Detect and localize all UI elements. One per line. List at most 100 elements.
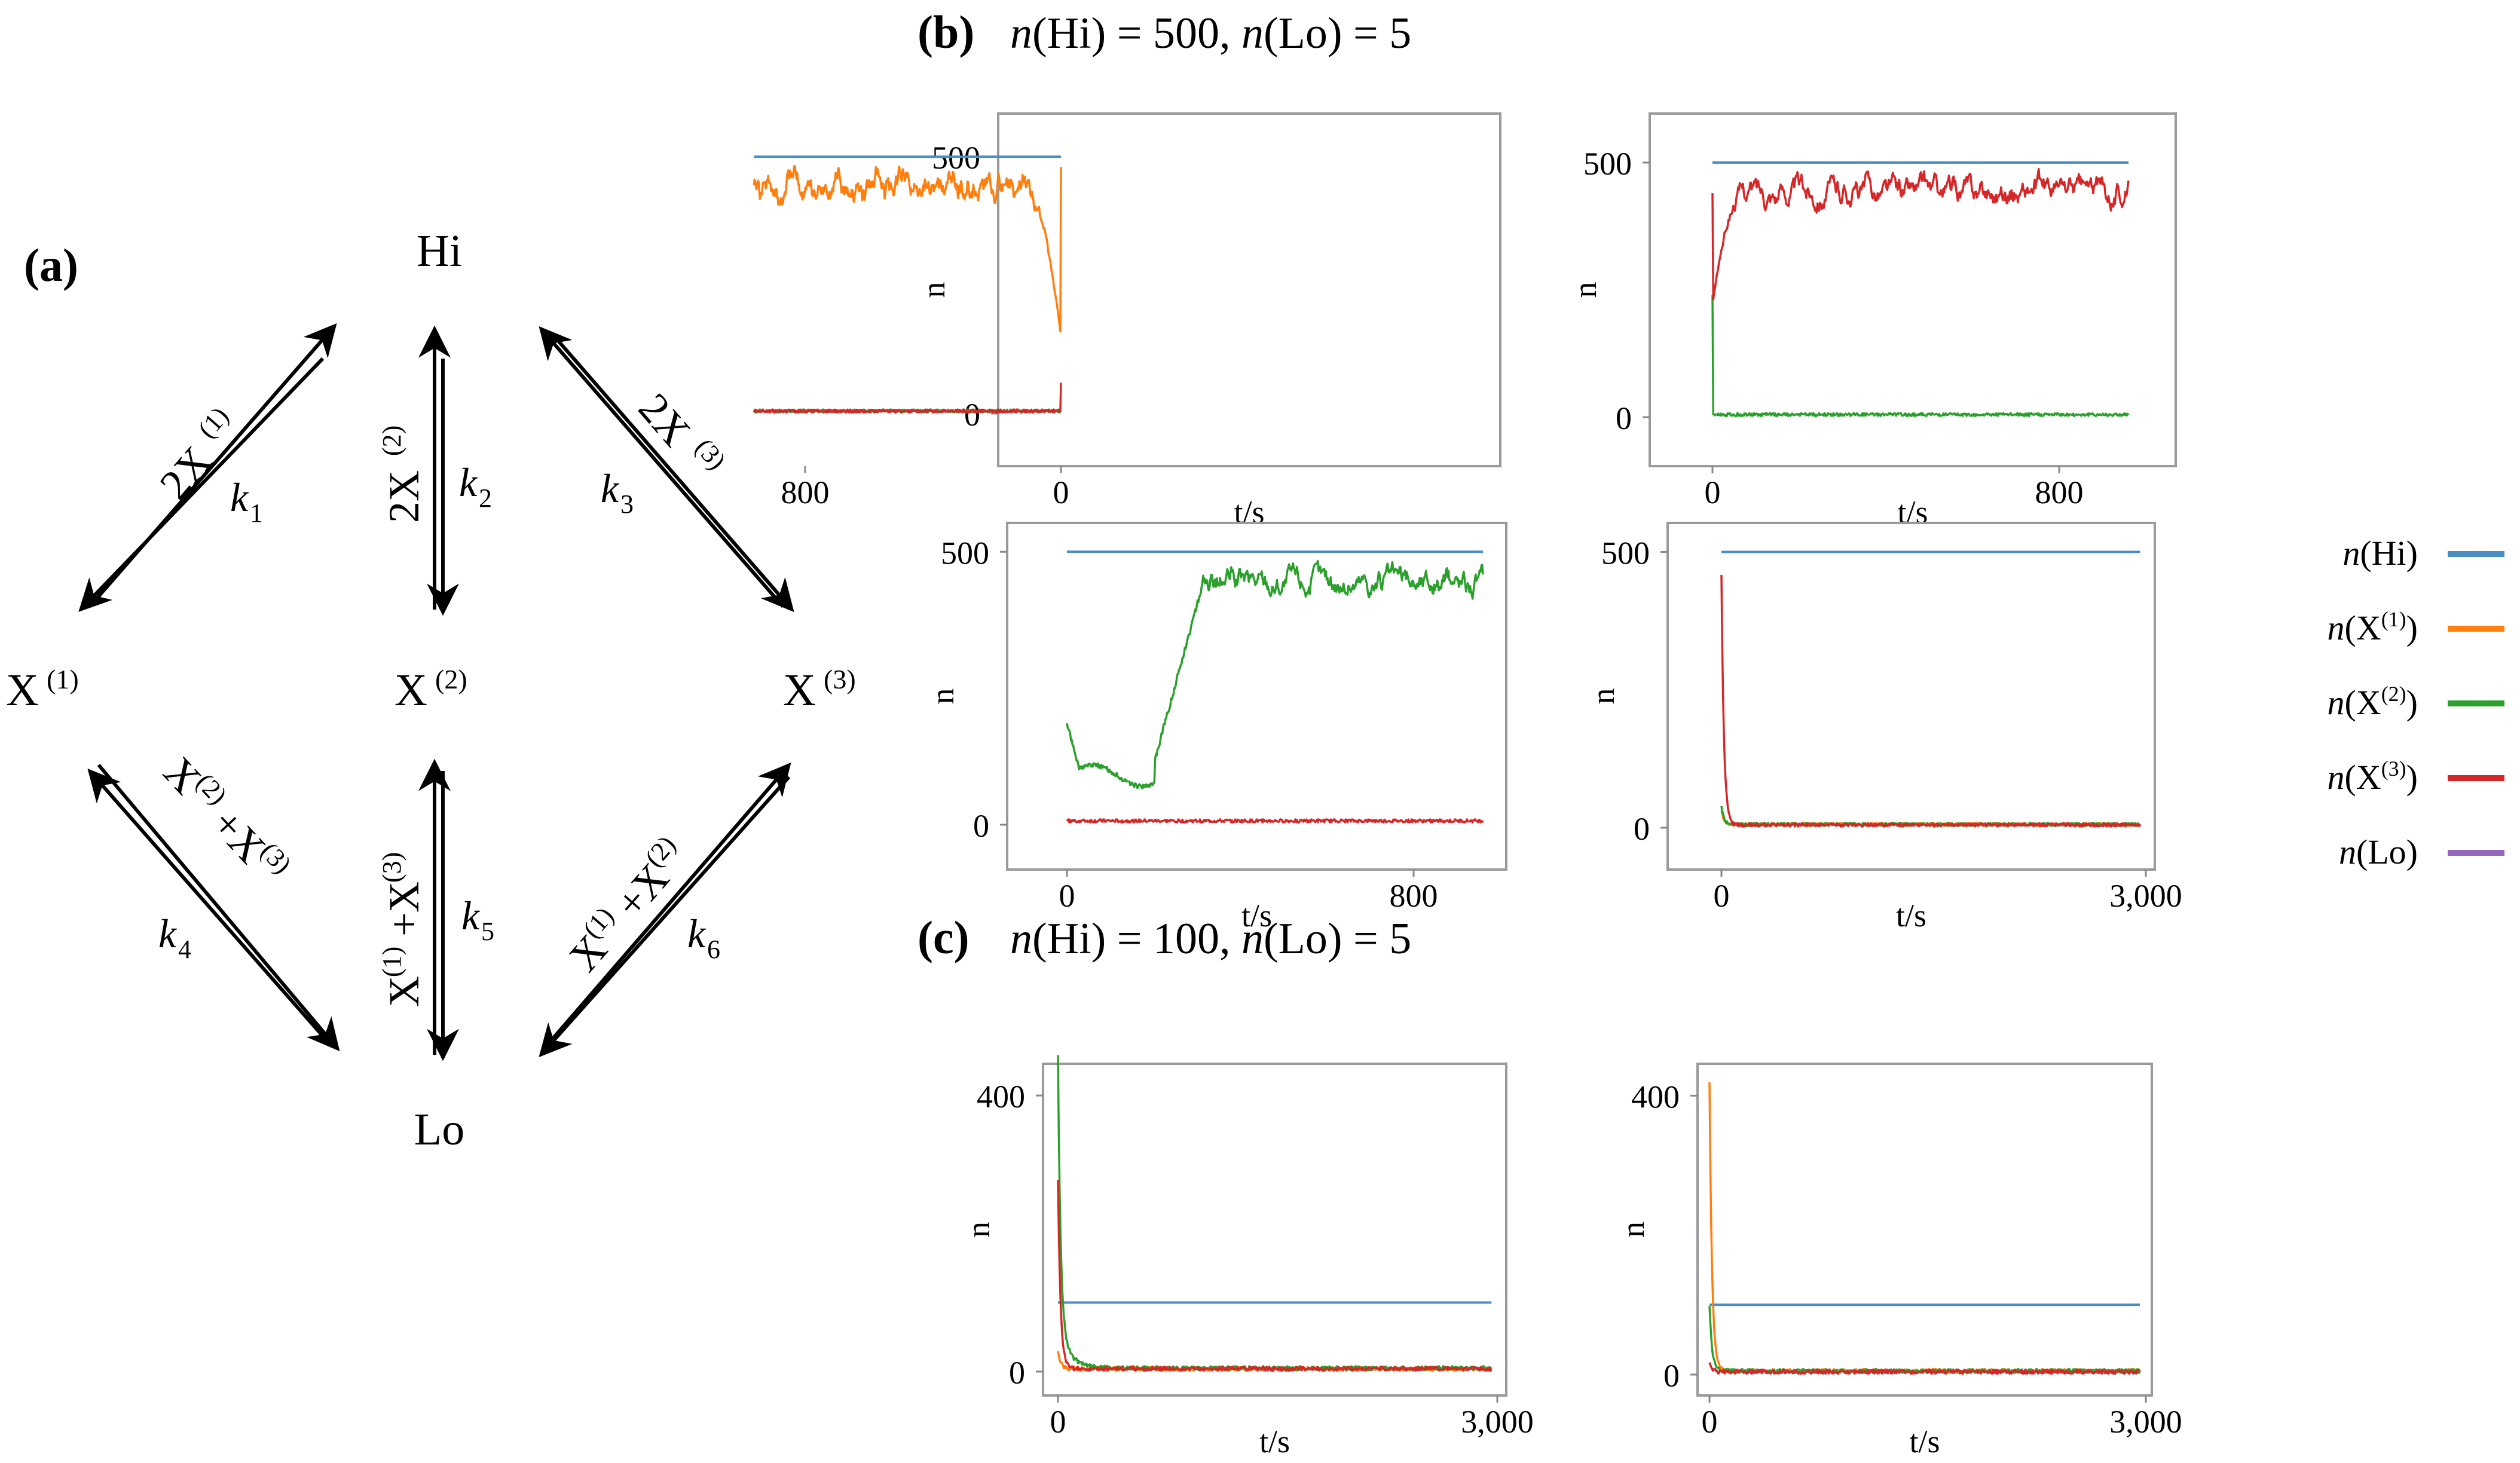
svg-text:k: k [687,911,707,956]
arrow-x3-hi [539,326,794,613]
panel-b-title: (b) n(Hi) = 500, n(Lo) = 5 [918,6,1411,58]
legend-label: n(X(2)) [2327,682,2418,722]
series-line [1708,1306,2141,1375]
node-lo: Lo [414,1104,464,1155]
plot-frame [1006,522,1507,871]
reaction-4-rate: k 4 [158,911,191,964]
svg-text:+: + [380,912,428,936]
series-line [1711,295,2130,418]
svg-text:5: 5 [481,917,494,946]
y-tick-label: 500 [1583,146,1632,182]
svg-text:n(Hi) = 100, n(Lo) = 5: n(Hi) = 100, n(Lo) = 5 [1010,914,1411,963]
reaction-3-rate: k 3 [601,466,634,519]
y-tick-label: 0 [1009,1355,1025,1391]
y-tick-label: 0 [973,808,989,844]
svg-text:(3): (3) [824,664,856,694]
svg-text:X: X [380,882,428,913]
y-axis-label: n [916,282,952,298]
svg-text:X: X [380,976,428,1007]
x-axis-label: t/s [1241,898,1272,933]
svg-text:4: 4 [178,935,191,964]
x-tick-label: 0 [1705,475,1721,510]
series-line [753,382,1062,414]
x-tick-label: 800 [2035,475,2084,510]
svg-text:(2): (2) [435,664,467,694]
series-line [1711,167,2130,301]
svg-text:1: 1 [250,498,263,528]
arrow-x1-hi [78,323,337,612]
legend: n(Hi) n(X(1)) n(X(2)) n(X(3)) n(Lo) [2327,534,2504,871]
svg-text:(1): (1) [377,947,406,977]
y-axis-label: n [925,688,961,705]
x-axis-label: t/s [1896,898,1926,933]
arrow-x2-hi [418,325,459,616]
svg-text:k: k [230,475,249,520]
svg-text:6: 6 [707,935,720,964]
node-hi: Hi [417,226,462,276]
y-axis-label: n [1585,688,1621,705]
x-tick-label: 800 [781,475,830,510]
y-tick-label: 0 [964,397,980,433]
panel-a: (a) Hi Lo X (1) X (2) X (3) [6,226,856,1155]
y-tick-label: 0 [1616,400,1632,436]
x-tick-label: 0 [1702,1404,1718,1440]
plot-frame [1042,1063,1507,1397]
arrow-x3-lo [539,762,791,1058]
svg-text:(3): (3) [690,433,732,475]
series-line [1066,818,1484,824]
y-tick-label: 400 [977,1079,1025,1115]
series-line [1720,806,2141,827]
node-x1: X (1) [6,664,79,715]
reaction-2-rate: k 2 [459,460,492,513]
svg-text:X: X [394,665,427,715]
y-axis-label: n [1615,1222,1651,1238]
reaction-1-rate: k 1 [230,475,263,528]
x-tick-label: 3,000 [1461,1404,1534,1440]
panel-c-label: (c) [918,911,970,963]
y-tick-label: 400 [1631,1079,1680,1115]
svg-text:(3): (3) [377,852,406,883]
svg-text:(1): (1) [47,664,79,694]
chart-c2: 0 400 0 3,000 t/s n [1615,1063,2182,1459]
series-line [1057,1055,1493,1372]
chart-c1: 0 400 0 3,000 t/s n [961,1055,1534,1459]
svg-text:k: k [461,893,481,938]
svg-text:2X: 2X [151,437,221,509]
svg-text:k: k [459,460,478,505]
x-tick-label: 0 [1053,475,1069,510]
reaction-3-label: 2X (3) [629,384,732,475]
svg-text:X: X [6,665,39,715]
svg-text:3: 3 [620,489,634,519]
chart-b2: 0 500 0 800 t/s n [1567,112,2177,530]
node-x3: X (3) [783,664,856,715]
x-axis-label: t/s [1909,1424,1940,1459]
plot-frame [1649,112,2177,467]
panel-b-label: (b) [918,6,974,58]
series-line [1057,1180,1493,1372]
series-line [1066,559,1484,789]
reaction-2-label: 2X (2) [377,426,428,523]
y-tick-label: 0 [1634,811,1650,847]
y-axis-label: n [1567,282,1603,298]
chart-b4: 0 500 0 3,000 t/s n [1585,522,2182,933]
reaction-5-rate: k 5 [461,893,494,946]
x-tick-label: 800 [1390,878,1438,914]
svg-text:k: k [158,911,178,956]
x-axis-label: t/s [1234,494,1264,530]
x-tick-label: 3,000 [2109,878,2182,914]
y-tick-label: 0 [1663,1358,1680,1394]
x-tick-label: 0 [1059,878,1075,914]
svg-text:n(Hi) = 500, n(Lo) = 5: n(Hi) = 500, n(Lo) = 5 [1010,9,1411,58]
series-line [753,165,1062,333]
reaction-6-rate: k 6 [687,911,720,964]
arrow-x1-lo [87,764,340,1052]
chart-b3: 0 500 0 800 t/s n [925,522,1507,933]
svg-text:2: 2 [479,483,492,513]
plot-frame [1696,1063,2153,1397]
x-tick-label: 0 [1714,878,1730,914]
series-line [1708,1362,2141,1375]
legend-label: n(Lo) [2339,832,2418,871]
legend-label: n(Hi) [2342,534,2418,573]
series-line [1708,1082,2141,1375]
